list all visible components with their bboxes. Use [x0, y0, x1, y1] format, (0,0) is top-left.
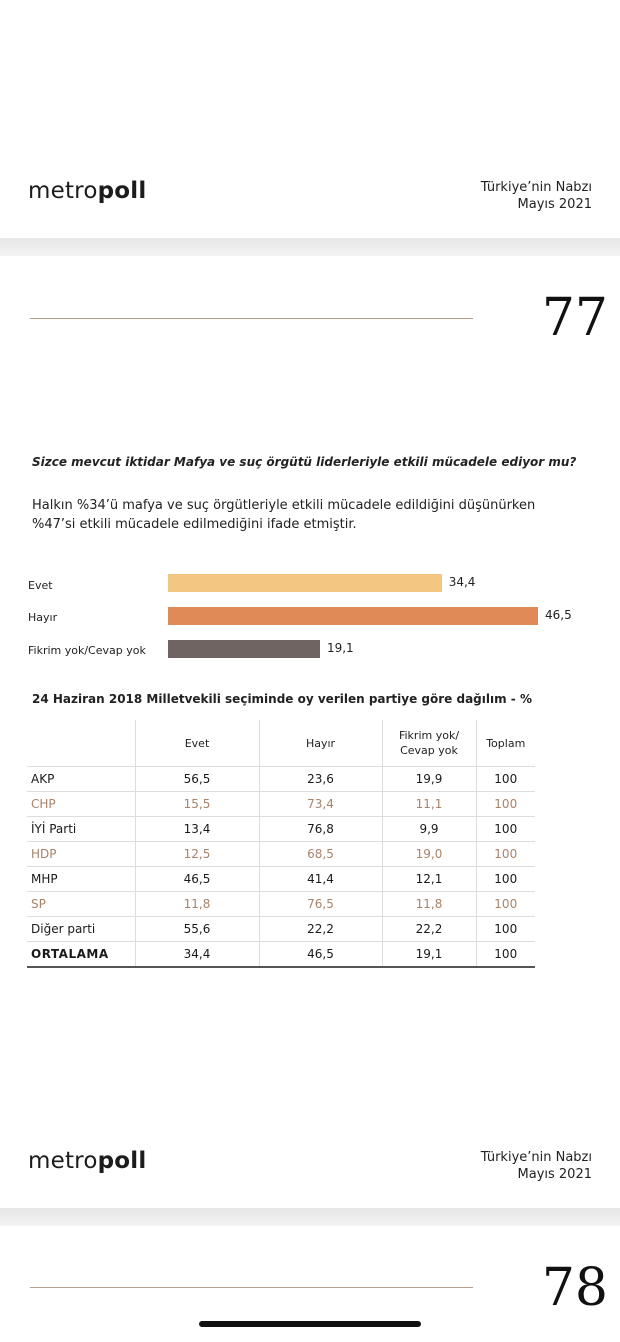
report-title: Türkiye’nin Nabzı — [480, 180, 592, 195]
cell-hayir: 73,4 — [258, 791, 382, 817]
cell-evet: 12,5 — [134, 841, 259, 867]
header-hayir: Hayır — [258, 720, 382, 767]
report-date: Mayıs 2021 — [517, 1167, 592, 1182]
bar-value-fikrim-yok: 19,1 — [326, 641, 354, 655]
cell-evet: 11,8 — [134, 891, 259, 917]
cell-fikrim: 22,2 — [381, 916, 476, 942]
party-distribution-table: Evet Hayır Fikrim yok/Cevap yok Toplam A… — [27, 720, 535, 968]
table-row-average: ORTALAMA 34,4 46,5 19,1 100 — [27, 941, 535, 968]
response-bar-chart: Evet 34,4 Hayır 46,5 Fikrim yok/Cevap yo… — [0, 570, 620, 670]
bar-label-fikrim-yok: Fikrim yok/Cevap yok — [28, 644, 146, 657]
table-row: HDP 12,5 68,5 19,0 100 — [27, 841, 535, 867]
cell-toplam: 100 — [475, 791, 535, 817]
row-party-name: HDP — [27, 841, 135, 867]
page-number: 77 — [541, 288, 608, 348]
cell-toplam: 100 — [475, 841, 535, 867]
cell-fikrim: 9,9 — [381, 816, 476, 842]
report-date: Mayıs 2021 — [517, 197, 592, 212]
cell-toplam: 100 — [475, 866, 535, 892]
cell-evet: 56,5 — [134, 766, 259, 792]
row-party-name: ORTALAMA — [27, 941, 135, 968]
cell-hayir: 68,5 — [258, 841, 382, 867]
cell-hayir: 22,2 — [258, 916, 382, 942]
header-party — [27, 720, 135, 767]
table-row: AKP 56,5 23,6 19,9 100 — [27, 766, 535, 792]
cell-toplam: 100 — [475, 891, 535, 917]
row-party-name: İYİ Parti — [27, 816, 135, 842]
cell-fikrim: 11,8 — [381, 891, 476, 917]
report-title: Türkiye’nin Nabzı — [480, 1150, 592, 1165]
table-row: MHP 46,5 41,4 12,1 100 — [27, 866, 535, 892]
metropoll-logo: metropoll — [28, 1148, 147, 1174]
row-party-name: CHP — [27, 791, 135, 817]
cell-toplam: 100 — [475, 766, 535, 792]
survey-question: Sizce mevcut iktidar Mafya ve suç örgütü… — [32, 455, 577, 469]
header-rule — [30, 318, 473, 319]
header-toplam: Toplam — [475, 720, 535, 767]
cell-toplam: 100 — [475, 941, 535, 968]
table-row: CHP 15,5 73,4 11,1 100 — [27, 791, 535, 817]
page-number: 78 — [541, 1258, 608, 1318]
cell-fikrim: 19,9 — [381, 766, 476, 792]
bar-fikrim-yok — [168, 640, 320, 658]
cell-fikrim: 12,1 — [381, 866, 476, 892]
cell-hayir: 46,5 — [258, 941, 382, 968]
intro-line-1: Halkın %34’ü mafya ve suç örgütleriyle e… — [32, 498, 536, 513]
row-party-name: Diğer parti — [27, 916, 135, 942]
cell-hayir: 76,5 — [258, 891, 382, 917]
bar-hayir — [168, 607, 538, 625]
metropoll-logo: metropoll — [28, 178, 147, 204]
cell-fikrim: 19,0 — [381, 841, 476, 867]
report-header: Türkiye’nin Nabzı Mayıs 2021 — [481, 179, 592, 213]
table-row: SP 11,8 76,5 11,8 100 — [27, 891, 535, 917]
cell-evet: 34,4 — [134, 941, 259, 968]
bar-evet — [168, 574, 442, 592]
row-party-name: AKP — [27, 766, 135, 792]
intro-text: Halkın %34’ü mafya ve suç örgütleriyle e… — [32, 496, 535, 534]
table-row: Diğer parti 55,6 22,2 22,2 100 — [27, 916, 535, 942]
intro-line-2: %47’si etkili mücadele edilmediğini ifad… — [32, 517, 357, 532]
bar-value-evet: 34,4 — [448, 575, 476, 589]
row-party-name: MHP — [27, 866, 135, 892]
header-fikrim-yok: Fikrim yok/Cevap yok — [381, 720, 476, 767]
page-separator-band — [0, 1208, 620, 1226]
table-header-row: Evet Hayır Fikrim yok/Cevap yok Toplam — [27, 720, 535, 767]
bar-label-hayir: Hayır — [28, 611, 58, 624]
page-separator-band — [0, 238, 620, 256]
cell-evet: 13,4 — [134, 816, 259, 842]
cell-hayir: 76,8 — [258, 816, 382, 842]
cell-evet: 55,6 — [134, 916, 259, 942]
header-evet: Evet — [134, 720, 259, 767]
bar-value-hayir: 46,5 — [545, 608, 572, 622]
cell-fikrim: 19,1 — [381, 941, 476, 968]
cell-hayir: 23,6 — [258, 766, 382, 792]
cell-hayir: 41,4 — [258, 866, 382, 892]
header-rule — [30, 1287, 473, 1288]
table-row: İYİ Parti 13,4 76,8 9,9 100 — [27, 816, 535, 842]
cell-toplam: 100 — [475, 916, 535, 942]
cell-fikrim: 11,1 — [381, 791, 476, 817]
cell-toplam: 100 — [475, 816, 535, 842]
report-header: Türkiye’nin Nabzı Mayıs 2021 — [481, 1149, 592, 1183]
cell-evet: 15,5 — [134, 791, 259, 817]
bar-label-evet: Evet — [28, 579, 53, 592]
cell-evet: 46,5 — [134, 866, 259, 892]
home-indicator[interactable] — [199, 1321, 421, 1327]
table-title: 24 Haziran 2018 Milletvekili seçiminde o… — [32, 692, 532, 706]
row-party-name: SP — [27, 891, 135, 917]
